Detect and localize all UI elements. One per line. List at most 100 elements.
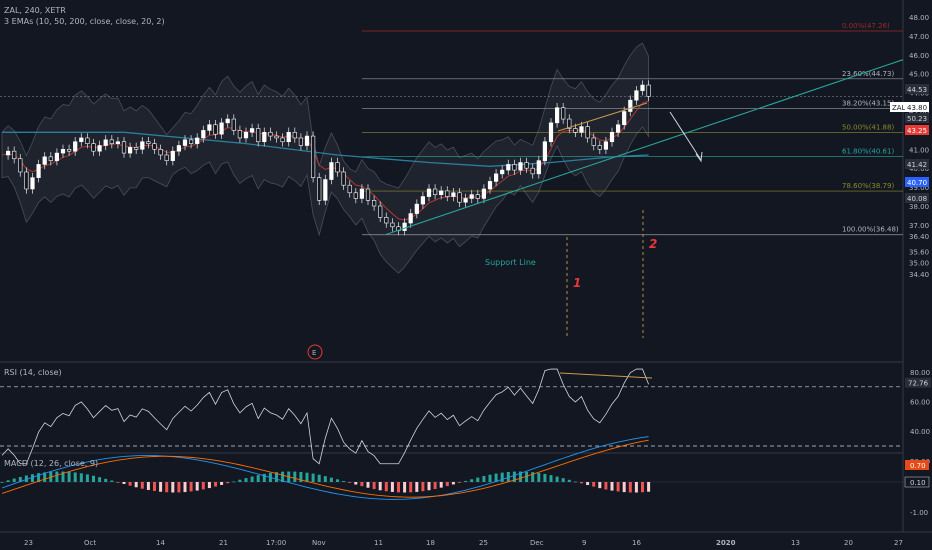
candle-body-97 (591, 137, 596, 146)
macd-hist-73 (445, 482, 449, 487)
candle-body-29 (176, 145, 182, 152)
macd-hist-4 (24, 475, 28, 482)
macd-line (1, 436, 649, 500)
macd-hist-25 (153, 482, 156, 491)
macd-hist-33 (201, 482, 205, 490)
macd-hist-12 (73, 472, 77, 482)
price-tick-13: 35.60 (909, 248, 929, 256)
candle-body-69 (420, 196, 426, 205)
candle-body-55 (335, 162, 340, 173)
time-tick-2: 14 (156, 539, 165, 547)
macd-hist-34 (207, 482, 211, 489)
candle-body-104 (634, 90, 639, 101)
price-tick-15: 34.40 (909, 271, 929, 279)
candle-body-100 (609, 131, 615, 143)
earnings-label: E (312, 349, 316, 357)
time-tick-15: 27 (894, 539, 903, 547)
candle-body-22 (134, 147, 139, 150)
candle-body-47 (286, 131, 291, 143)
signal-line (1, 439, 649, 498)
macd-hist-41 (250, 476, 254, 482)
macd-badge-bg-1 (904, 476, 930, 488)
macd-hist-45 (275, 472, 278, 482)
price-badge-bg-1 (890, 102, 908, 112)
candle-body-58 (353, 192, 358, 199)
candle-body-73 (445, 190, 450, 197)
macd-hist-48 (293, 471, 297, 482)
candle-body-61 (371, 200, 377, 207)
macd-hist-101 (616, 482, 620, 492)
candle-body-19 (115, 141, 120, 144)
candle-body-24 (146, 141, 151, 144)
macd-hist-18 (110, 480, 114, 482)
candle-body-6 (36, 164, 41, 178)
macd-hist-1 (6, 480, 10, 482)
macd-hist-95 (580, 482, 583, 484)
price-badge-bg-4 (905, 125, 929, 135)
candle-body-46 (280, 137, 285, 143)
candle-body-32 (195, 137, 200, 144)
projection-arrow (669, 111, 702, 161)
rsi-divergence-line (559, 372, 653, 379)
price-badge-bg-3 (905, 113, 929, 123)
marker-1-label: 1 (573, 276, 581, 290)
candle-body-54 (329, 162, 334, 180)
macd-hist-39 (238, 479, 242, 482)
price-badge-0: 44.53 (907, 86, 927, 94)
price-tick-5: 43.00 (909, 109, 929, 117)
price-tick-8: 40.00 (909, 165, 929, 173)
macd-hist-32 (195, 482, 199, 491)
price-tick-10: 38.00 (909, 203, 929, 211)
macd-hist-53 (323, 476, 327, 482)
candle-body-52 (317, 177, 322, 201)
rsi-title: RSI (14, close) (4, 368, 62, 377)
candle-body-44 (268, 131, 273, 137)
candle-body-96 (585, 126, 590, 139)
macd-hist-60 (366, 482, 370, 488)
macd-hist-78 (476, 477, 480, 482)
candle-body-74 (451, 192, 456, 197)
candle-body-15 (91, 143, 96, 152)
candle-body-43 (262, 131, 267, 143)
candle-body-8 (48, 156, 53, 161)
candle-body-23 (140, 141, 145, 150)
candle-body-68 (414, 203, 419, 214)
macd-hist-61 (372, 482, 376, 490)
macd-hist-62 (378, 482, 382, 491)
candle-body-56 (341, 171, 346, 186)
fib-label-3: 50.00%(41.88) (842, 124, 894, 132)
macd-hist-65 (397, 482, 400, 493)
candle-body-102 (622, 111, 627, 126)
macd-hist-55 (336, 479, 339, 482)
marker-2-label: 2 (649, 237, 657, 251)
candle-body-13 (79, 137, 84, 143)
projection-arrowhead (695, 151, 703, 163)
macd-hist-16 (98, 477, 102, 482)
candle-body-33 (201, 130, 206, 139)
candle-body-26 (158, 149, 163, 156)
macd-hist-49 (299, 472, 303, 482)
time-tick-5: Nov (312, 539, 326, 547)
macd-hist-66 (403, 482, 407, 493)
macd-hist-24 (146, 482, 150, 490)
price-tick-9: 39.00 (909, 184, 929, 192)
earnings-icon (307, 344, 323, 360)
price-badge-5: 41.42 (907, 161, 927, 169)
candle-body-83 (506, 164, 511, 171)
price-badge-bg-7 (905, 193, 929, 203)
candle-body-10 (60, 149, 66, 154)
macd-hist-69 (421, 482, 425, 492)
macd-hist-104 (634, 482, 638, 493)
candle-body-37 (225, 118, 230, 124)
candle-body-80 (487, 181, 493, 190)
candle-body-94 (573, 128, 578, 133)
candle-body-5 (30, 177, 35, 190)
time-tick-1: Oct (84, 539, 96, 547)
price-tick-3: 45.00 (909, 71, 929, 79)
macd-hist-64 (390, 482, 394, 492)
macd-hist-29 (177, 482, 181, 493)
candle-body-78 (475, 194, 480, 199)
candle-body-59 (359, 188, 365, 199)
candle-body-75 (457, 192, 462, 203)
